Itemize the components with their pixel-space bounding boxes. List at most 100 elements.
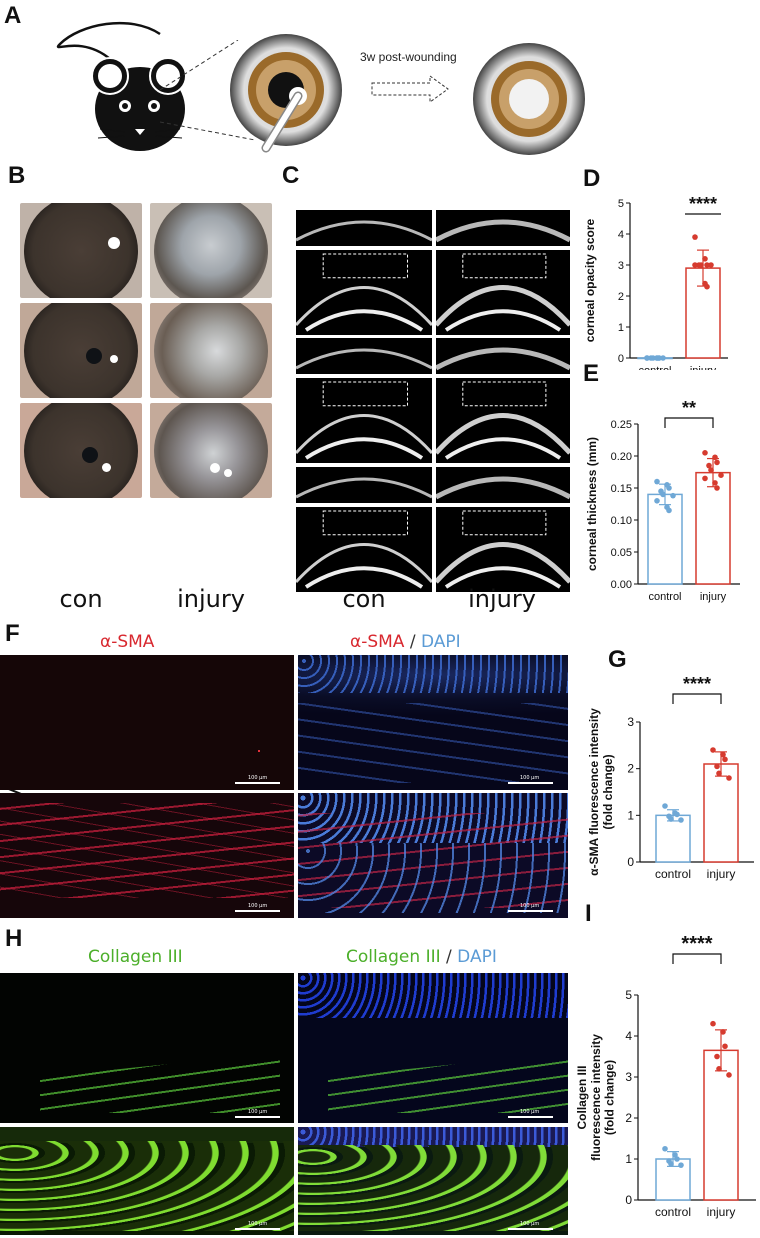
data-point bbox=[712, 480, 718, 486]
x-tick-label: control bbox=[648, 591, 681, 603]
oct-strip bbox=[296, 210, 432, 246]
x-tick-label: injury bbox=[707, 1205, 736, 1219]
panel-label-b: B bbox=[8, 162, 26, 189]
eye-photo-injury-1 bbox=[150, 203, 272, 298]
y-tick-label: 5 bbox=[618, 198, 624, 210]
y-axis-label: corneal opacity score bbox=[583, 218, 597, 342]
data-point bbox=[660, 491, 666, 498]
bar-control bbox=[647, 493, 683, 585]
y-tick-label: 5 bbox=[625, 988, 632, 1002]
oct-strip bbox=[296, 467, 432, 503]
y-tick-label: 0 bbox=[627, 855, 634, 869]
y-tick-label: 2 bbox=[627, 762, 634, 776]
oct-strip bbox=[436, 467, 570, 503]
x-tick-label: injury bbox=[690, 365, 717, 370]
data-point bbox=[666, 485, 672, 491]
data-point bbox=[726, 775, 732, 781]
y-tick-label: 3 bbox=[625, 1070, 632, 1084]
caption-b-injury: injury bbox=[177, 585, 245, 613]
data-point bbox=[702, 256, 708, 262]
bar-injury bbox=[695, 471, 731, 585]
panel-label-g: G bbox=[608, 646, 627, 673]
oct-strip bbox=[296, 338, 432, 374]
data-point bbox=[666, 507, 672, 514]
oct-box bbox=[296, 378, 432, 463]
data-point bbox=[660, 355, 666, 361]
chart-i: 0 1 2 3 4 5 control injury **** Collagen III fluor… bbox=[575, 933, 756, 1219]
bar-injury bbox=[703, 763, 739, 863]
data-point bbox=[662, 803, 668, 809]
data-point bbox=[720, 1029, 726, 1035]
eye-photo-con-1 bbox=[20, 203, 142, 298]
y-tick-label: 3 bbox=[627, 715, 634, 729]
eye-photo-injury-2 bbox=[150, 303, 272, 398]
x-tick-label: control bbox=[655, 867, 691, 881]
caption-c-injury: injury bbox=[468, 585, 536, 613]
y-tick-label: 0.10 bbox=[611, 515, 632, 527]
y-tick-label: 4 bbox=[618, 229, 624, 241]
data-point bbox=[656, 355, 662, 361]
significance-stars: **** bbox=[683, 674, 711, 694]
bar-injury bbox=[703, 1049, 739, 1201]
chart-g: 0 1 2 3 control injury **** α-SMA fluorescence … bbox=[587, 674, 754, 881]
arrow-text: 3w post-wounding bbox=[360, 50, 457, 64]
caption-b-con: con bbox=[59, 585, 103, 613]
fluor-asma-injury: 100 μm bbox=[0, 793, 294, 918]
data-point bbox=[716, 770, 722, 777]
y-tick-label: 0.25 bbox=[611, 419, 632, 431]
data-point bbox=[714, 485, 720, 491]
data-point bbox=[722, 1043, 728, 1050]
eye-wounding-icon bbox=[230, 34, 342, 153]
data-point bbox=[710, 747, 716, 753]
data-point bbox=[706, 462, 712, 469]
y-tick-label: 4 bbox=[625, 1029, 632, 1043]
data-point bbox=[662, 1145, 668, 1152]
oct-strip bbox=[436, 338, 570, 374]
fluor-asma-dapi-con: 100 μm bbox=[298, 655, 568, 790]
data-point bbox=[714, 1053, 720, 1060]
panel-label-c: C bbox=[282, 162, 300, 189]
data-point bbox=[720, 751, 726, 758]
panel-label-a: A bbox=[4, 2, 22, 29]
data-point bbox=[702, 450, 708, 456]
oct-box bbox=[296, 507, 432, 592]
zoom-lines bbox=[160, 40, 256, 141]
label-asma-dapi: α-SMA / DAPI bbox=[350, 632, 461, 652]
label-collagen-left: Collagen III bbox=[88, 947, 183, 967]
oct-strip bbox=[436, 210, 570, 246]
data-point bbox=[668, 816, 674, 822]
data-point bbox=[670, 492, 676, 499]
significance-stars: **** bbox=[689, 194, 717, 214]
significance-bracket bbox=[672, 693, 722, 704]
data-point bbox=[708, 262, 714, 268]
oct-box bbox=[436, 507, 570, 592]
panel-label-f: F bbox=[5, 620, 20, 647]
fluor-collagen-dapi-injury: 100 μm bbox=[298, 1127, 568, 1235]
y-tick-label: 3 bbox=[618, 260, 624, 272]
y-tick-label: 0.00 bbox=[611, 579, 632, 591]
eye-photo-con-2 bbox=[20, 303, 142, 398]
fluor-asma-con: 100 μm bbox=[0, 655, 294, 790]
data-point bbox=[654, 498, 660, 504]
data-point bbox=[692, 262, 698, 268]
data-point bbox=[674, 1156, 680, 1162]
data-point bbox=[722, 756, 728, 763]
y-tick-label: 2 bbox=[618, 291, 624, 303]
significance-bracket bbox=[664, 417, 714, 428]
data-point bbox=[702, 475, 708, 482]
data-point bbox=[726, 1072, 732, 1078]
chart-d: 0 1 2 3 4 5 control injury **** corneal opacity s… bbox=[583, 194, 728, 370]
fluor-asma-dapi-injury: 100 μm bbox=[298, 793, 568, 918]
x-tick-label: control bbox=[638, 365, 671, 370]
y-axis-label: α-SMA fluorescence intensity bbox=[587, 708, 601, 876]
data-point bbox=[668, 1161, 674, 1167]
y-tick-label: 1 bbox=[625, 1152, 632, 1166]
data-point bbox=[704, 283, 710, 290]
data-point bbox=[718, 472, 724, 478]
eye-photo-con-3 bbox=[20, 403, 142, 498]
y-tick-label: 0.15 bbox=[611, 483, 632, 495]
y-tick-label: 2 bbox=[625, 1111, 632, 1125]
data-point bbox=[712, 454, 718, 461]
panel-label-h: H bbox=[5, 925, 23, 952]
data-point bbox=[716, 1066, 722, 1072]
